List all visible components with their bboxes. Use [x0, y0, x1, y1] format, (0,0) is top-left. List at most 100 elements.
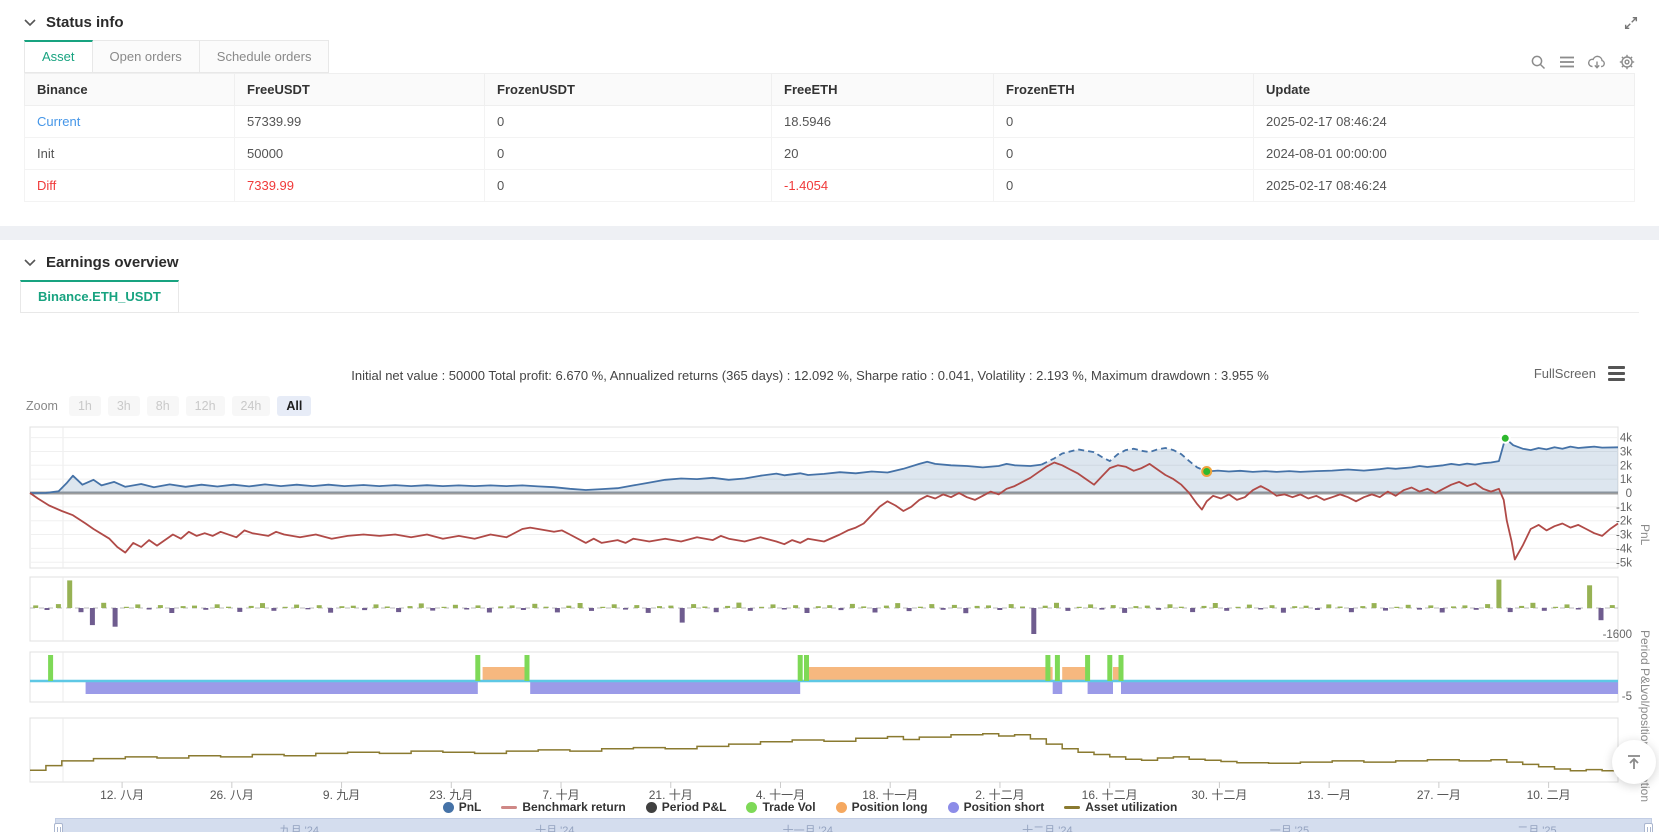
menu-icon[interactable] [1559, 54, 1575, 70]
datazoom-slider[interactable]: 九月 '24 十月 '24 十一月 '24 十二月 '24 一月 '25 二月 '25 [54, 818, 1653, 832]
cell: 0 [993, 137, 1254, 170]
earnings-tabs: Binance.ETH_USDT [20, 280, 1639, 313]
svg-text:3k: 3k [1620, 446, 1632, 458]
cell: 2024-08-01 00:00:00 [1253, 137, 1635, 170]
row-label-current[interactable]: Current [24, 105, 235, 138]
datazoom-label: 九月 '24 [279, 825, 319, 832]
datazoom-label: 十一月 '24 [782, 825, 834, 832]
svg-text:9. 九月: 9. 九月 [323, 788, 360, 802]
datazoom-right-handle[interactable] [1644, 823, 1653, 832]
column-header-frozeneth: FrozenETH [993, 73, 1254, 106]
status-info-title: Status info [46, 14, 124, 31]
asset-table-header-row: Binance FreeUSDT FrozenUSDT FreeETH FrozenET… [24, 73, 1635, 106]
table-row-current: Current 57339.99 0 18.5946 0 2025-02-17 08:46… [24, 105, 1635, 138]
svg-text:16. 十二月: 16. 十二月 [1082, 788, 1138, 802]
legend-item-position-long[interactable]: Position long [835, 800, 928, 814]
earnings-summary: Initial net value : 50000 Total profit: … [351, 368, 1269, 383]
cell: 0 [484, 105, 772, 138]
cloud-download-icon[interactable] [1588, 54, 1606, 70]
svg-text:12. 八月: 12. 八月 [100, 788, 144, 802]
legend-swatch [1064, 805, 1081, 809]
column-header-update: Update [1253, 73, 1635, 106]
legend-swatch [645, 801, 657, 813]
cell: 2025-02-17 08:46:24 [1253, 169, 1635, 202]
zoom-button-8h[interactable]: 8h [146, 396, 179, 416]
chart-legend: PnL Benchmark return Period P&L Trade Vol Po… [0, 800, 1620, 814]
table-toolbar [1530, 54, 1635, 70]
axis-title-period-pnl: Period P&L [1638, 630, 1652, 691]
tab-open-orders[interactable]: Open orders [92, 40, 200, 73]
legend-item-period-p&l[interactable]: Period P&L [645, 800, 726, 814]
zoom-button-12h[interactable]: 12h [185, 396, 225, 416]
table-row-init: Init 50000 0 20 0 2024-08-01 00:00:00 [24, 137, 1635, 170]
legend-item-position-short[interactable]: Position short [947, 800, 1044, 814]
legend-swatch [947, 801, 959, 813]
datazoom-label: 一月 '25 [1269, 825, 1310, 832]
svg-text:27. 一月: 27. 一月 [1417, 788, 1461, 802]
zoom-button-3h[interactable]: 3h [107, 396, 140, 416]
svg-text:26. 八月: 26. 八月 [210, 788, 254, 802]
status-info-card: Status info Asset Open orders Schedule ord… [0, 0, 1659, 226]
cell: 0 [484, 169, 772, 202]
svg-text:-1k: -1k [1616, 502, 1632, 514]
svg-text:2k: 2k [1620, 460, 1632, 472]
svg-text:18. 十一月: 18. 十一月 [862, 788, 918, 802]
legend-swatch [835, 801, 847, 813]
expand-icon[interactable] [1623, 15, 1639, 36]
earnings-overview-card: Earnings overview Binance.ETH_USDT Initi… [0, 240, 1659, 832]
axis-title-pnl: PnL [1638, 524, 1652, 546]
svg-text:30. 十二月: 30. 十二月 [1191, 788, 1247, 802]
cell: 0 [484, 137, 772, 170]
row-label-init: Init [24, 137, 235, 170]
cell: 7339.99 [234, 169, 485, 202]
cell: 20 [771, 137, 994, 170]
collapse-chevron-icon[interactable] [24, 18, 36, 27]
row-label-diff: Diff [24, 169, 235, 202]
tab-asset[interactable]: Asset [24, 40, 93, 73]
cell: 18.5946 [771, 105, 994, 138]
svg-text:10. 二月: 10. 二月 [1527, 788, 1571, 802]
legend-swatch [442, 801, 454, 813]
legend-item-benchmark-return[interactable]: Benchmark return [501, 800, 626, 814]
cell: 57339.99 [234, 105, 485, 138]
legend-item-asset-utilization[interactable]: Asset utilization [1064, 800, 1177, 814]
cell: 0 [993, 169, 1254, 202]
zoom-label: Zoom [26, 399, 58, 413]
earnings-header: Earnings overview [0, 240, 1659, 271]
tab-schedule-orders[interactable]: Schedule orders [199, 40, 330, 73]
gear-icon[interactable] [1619, 54, 1635, 70]
svg-text:0: 0 [1626, 488, 1632, 500]
zoom-button-1h[interactable]: 1h [68, 396, 101, 416]
zoom-button-all[interactable]: All [277, 396, 312, 416]
svg-text:-5k: -5k [1616, 557, 1632, 569]
svg-text:4k: 4k [1620, 433, 1632, 445]
svg-text:7. 十月: 7. 十月 [542, 788, 579, 802]
tab-binance-eth-usdt[interactable]: Binance.ETH_USDT [20, 280, 179, 313]
svg-text:21. 十月: 21. 十月 [649, 788, 693, 802]
datazoom-left-handle[interactable] [54, 823, 63, 832]
search-icon[interactable] [1530, 54, 1546, 70]
legend-swatch [501, 805, 518, 809]
legend-item-trade-vol[interactable]: Trade Vol [746, 800, 816, 814]
fullscreen-button[interactable]: FullScreen [1533, 366, 1596, 381]
zoom-button-24h[interactable]: 24h [231, 396, 271, 416]
svg-text:2. 十二月: 2. 十二月 [975, 788, 1024, 802]
datazoom-label: 十月 '24 [535, 825, 575, 832]
cell: 0 [993, 105, 1254, 138]
axis-title-vol-position: vol/position [1638, 688, 1652, 749]
cell: 2025-02-17 08:46:24 [1253, 105, 1635, 138]
svg-text:13. 一月: 13. 一月 [1307, 788, 1351, 802]
svg-text:1k: 1k [1620, 474, 1632, 486]
collapse-chevron-icon[interactable] [24, 258, 36, 267]
legend-item-pnl[interactable]: PnL [442, 800, 481, 814]
cell: -1.4054 [771, 169, 994, 202]
chart-menu-icon[interactable] [1608, 366, 1625, 381]
back-to-top-button[interactable] [1612, 740, 1656, 784]
svg-text:-2k: -2k [1616, 516, 1632, 528]
svg-text:-5: -5 [1622, 691, 1632, 703]
section-divider [0, 226, 1659, 240]
svg-text:23. 九月: 23. 九月 [429, 788, 473, 802]
svg-text:-3k: -3k [1616, 530, 1632, 542]
